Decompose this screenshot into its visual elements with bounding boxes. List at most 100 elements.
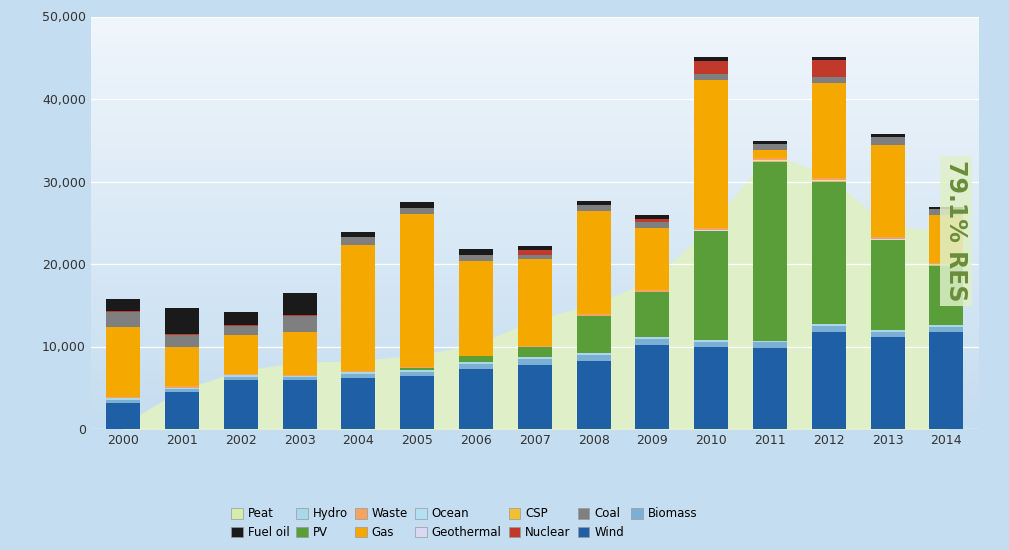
Bar <box>636 289 669 292</box>
Bar <box>518 260 552 346</box>
Bar <box>871 135 905 138</box>
Bar <box>459 362 493 364</box>
Text: 79.1% RES: 79.1% RES <box>944 160 968 302</box>
Bar <box>518 250 552 255</box>
Bar <box>283 316 317 332</box>
Bar <box>106 403 140 429</box>
Bar <box>811 178 846 180</box>
Bar <box>694 348 728 429</box>
Bar <box>576 353 610 355</box>
Bar <box>694 228 728 230</box>
Bar <box>401 368 434 371</box>
Bar <box>341 238 375 245</box>
Bar <box>811 83 846 178</box>
Bar <box>871 240 905 330</box>
Bar <box>224 377 258 380</box>
Bar <box>401 214 434 367</box>
Bar <box>576 211 610 314</box>
Bar <box>518 358 552 359</box>
Bar <box>164 347 199 387</box>
Bar <box>753 150 787 157</box>
Bar <box>401 376 434 429</box>
Bar <box>106 299 140 311</box>
Bar <box>401 371 434 372</box>
Bar <box>576 316 610 353</box>
Bar <box>459 261 493 356</box>
Bar <box>753 161 787 162</box>
Bar <box>224 374 258 375</box>
Bar <box>929 266 964 325</box>
Bar <box>283 315 317 316</box>
Bar <box>224 379 258 429</box>
Bar <box>283 294 317 315</box>
Bar <box>929 327 964 332</box>
Bar <box>401 372 434 376</box>
Bar <box>106 397 140 398</box>
Bar <box>283 375 317 376</box>
Bar <box>753 162 787 341</box>
Bar <box>694 80 728 228</box>
Bar <box>164 392 199 429</box>
Bar <box>576 355 610 361</box>
Bar <box>106 312 140 327</box>
Bar <box>811 76 846 83</box>
Bar <box>753 144 787 150</box>
Bar <box>518 348 552 358</box>
Bar <box>753 141 787 144</box>
Bar <box>636 292 669 338</box>
Bar <box>459 364 493 368</box>
Bar <box>929 215 964 263</box>
Bar <box>929 208 964 215</box>
Bar <box>753 348 787 429</box>
Bar <box>164 334 199 336</box>
Bar <box>518 359 552 365</box>
Bar <box>341 236 375 238</box>
Bar <box>636 338 669 339</box>
Bar <box>811 332 846 429</box>
Bar <box>694 60 728 74</box>
Bar <box>401 202 434 208</box>
Bar <box>576 205 610 211</box>
Bar <box>871 138 905 145</box>
Bar <box>341 232 375 236</box>
Bar <box>283 332 317 375</box>
Bar <box>283 377 317 381</box>
Bar <box>283 381 317 429</box>
Bar <box>106 327 140 397</box>
Bar <box>224 375 258 377</box>
Bar <box>341 245 375 371</box>
Bar <box>694 57 728 60</box>
Bar <box>811 182 846 324</box>
Bar <box>576 201 610 205</box>
Bar <box>636 218 669 222</box>
Bar <box>341 372 375 374</box>
Bar <box>106 311 140 312</box>
Bar <box>224 326 258 336</box>
Bar <box>871 338 905 429</box>
Legend: Peat, Fuel oil, Hydro, PV, Waste, Gas, Ocean, Geothermal, CSP, Nuclear, Coal, Wi: Peat, Fuel oil, Hydro, PV, Waste, Gas, O… <box>226 503 702 544</box>
Bar <box>459 255 493 261</box>
Bar <box>459 368 493 429</box>
Bar <box>871 330 905 332</box>
Bar <box>164 389 199 392</box>
Bar <box>871 332 905 338</box>
Bar <box>636 222 669 228</box>
Bar <box>811 326 846 332</box>
Bar <box>459 356 493 362</box>
Bar <box>401 208 434 214</box>
Bar <box>636 339 669 345</box>
Bar <box>576 314 610 316</box>
Bar <box>811 324 846 326</box>
Bar <box>694 231 728 340</box>
Bar <box>929 263 964 265</box>
Bar <box>636 214 669 218</box>
Bar <box>811 180 846 182</box>
Bar <box>106 398 140 400</box>
Bar <box>929 325 964 327</box>
Bar <box>283 376 317 377</box>
Bar <box>164 308 199 334</box>
Bar <box>518 346 552 348</box>
Bar <box>401 367 434 368</box>
Bar <box>341 378 375 429</box>
Bar <box>224 336 258 374</box>
